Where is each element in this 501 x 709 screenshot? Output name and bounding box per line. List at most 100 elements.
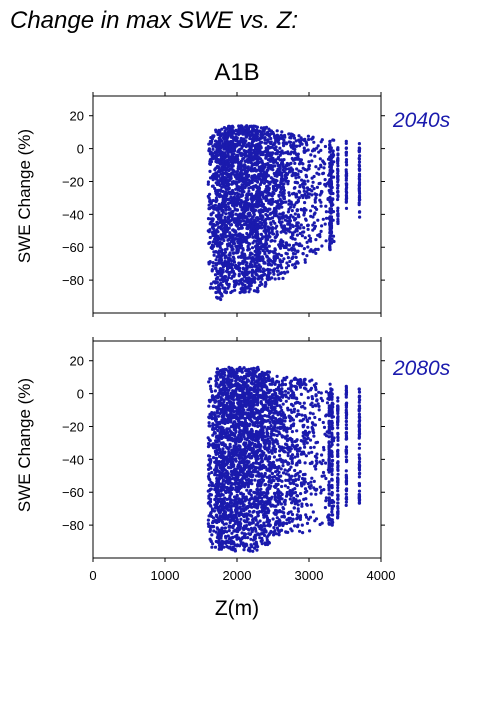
scatter-point (223, 215, 227, 219)
scatter-point (307, 160, 311, 164)
scatter-point (300, 161, 304, 165)
scatter-point (245, 216, 249, 220)
scatter-point (239, 199, 243, 203)
scatter-point (215, 444, 219, 448)
scatter-point (241, 247, 245, 251)
scatter-point (315, 193, 319, 197)
scatter-point (336, 180, 340, 184)
figure-supertitle: Change in max SWE vs. Z: (10, 7, 298, 34)
scatter-point (207, 380, 211, 384)
scatter-point (218, 142, 222, 146)
scatter-point (268, 226, 272, 230)
scatter-point (235, 208, 240, 212)
scatter-point (304, 175, 309, 179)
panel-2040s: 200−20−40−60−80 SWE Change (%) 2040s (15, 92, 451, 317)
scatter-point (228, 452, 233, 456)
scatter-point (282, 195, 286, 199)
scatter-point (212, 253, 216, 257)
scatter-point (225, 401, 229, 405)
scatter-point (213, 207, 217, 211)
scatter-point (208, 158, 212, 162)
scatter-point (305, 254, 309, 258)
scatter-point (268, 146, 272, 150)
scatter-point (310, 189, 314, 193)
scatter-point (336, 183, 340, 187)
scatter-point (222, 185, 227, 189)
scatter-point (259, 239, 263, 243)
scatter-point (276, 150, 280, 154)
scatter-point (241, 127, 245, 131)
scatter-point (309, 153, 313, 157)
scatter-point (217, 254, 221, 258)
scatter-point (241, 526, 245, 530)
scatter-point (258, 265, 263, 269)
scatter-point (240, 251, 244, 255)
scatter-point (332, 138, 336, 142)
scatter-point (229, 430, 233, 434)
scatter-point (211, 198, 215, 203)
scatter-point (336, 168, 340, 172)
scatter-point (315, 146, 319, 150)
scatter-point (272, 187, 276, 192)
scatter-point (214, 496, 218, 500)
scatter-point (251, 241, 255, 245)
scatter-point (208, 439, 212, 443)
scatter-point (221, 229, 226, 233)
scatter-point (242, 222, 246, 227)
scatter-point (240, 370, 244, 374)
scatter-point (336, 171, 340, 175)
scatter-point (294, 255, 298, 259)
scatter-point (239, 244, 244, 248)
scatter-point (312, 174, 316, 179)
scatter-point (210, 533, 214, 537)
scatter-point (220, 294, 224, 298)
scatter-point (208, 169, 212, 173)
scatter-point (247, 501, 251, 505)
scatter-point (216, 181, 220, 185)
scatter-point (245, 512, 249, 516)
scatter-point (258, 251, 262, 255)
scatter-point (224, 234, 228, 238)
scatter-point (228, 497, 232, 501)
scatter-point (236, 180, 241, 184)
scatter-point (221, 414, 226, 418)
scatter-point (290, 156, 294, 161)
scatter-point (318, 181, 322, 185)
scatter-point (324, 210, 328, 214)
scatter-point (253, 253, 257, 257)
scatter-point (290, 168, 294, 172)
scatter-point (251, 473, 255, 477)
points-2080s (206, 365, 362, 553)
scatter-point (224, 127, 228, 131)
scatter-point (216, 378, 220, 382)
scatter-point (215, 173, 219, 177)
scatter-point (249, 441, 253, 445)
scatter-point (215, 164, 220, 168)
scatter-point (320, 138, 324, 142)
scatter-point (234, 187, 238, 191)
scatter-point (281, 276, 285, 280)
scatter-point (206, 182, 210, 186)
scatter-point (284, 266, 289, 270)
scatter-point (302, 247, 306, 251)
scatter-point (232, 446, 236, 450)
scatter-point (250, 151, 254, 155)
scatter-point (315, 185, 319, 189)
scatter-point (320, 224, 324, 228)
scatter-point (302, 146, 306, 150)
scatter-point (252, 213, 256, 217)
scatter-point (357, 174, 362, 178)
scatter-point (243, 203, 247, 207)
scatter-point (213, 389, 217, 393)
scatter-point (336, 190, 340, 194)
scatter-point (281, 211, 285, 215)
scatter-point (211, 264, 215, 268)
scatter-point (239, 151, 244, 155)
scatter-point (234, 217, 238, 221)
scatter-point (260, 277, 264, 281)
scatter-point (260, 164, 264, 168)
scatter-point (242, 548, 246, 552)
scatter-point (278, 258, 282, 262)
scatter-point (214, 539, 218, 544)
scatter-point (307, 195, 311, 199)
